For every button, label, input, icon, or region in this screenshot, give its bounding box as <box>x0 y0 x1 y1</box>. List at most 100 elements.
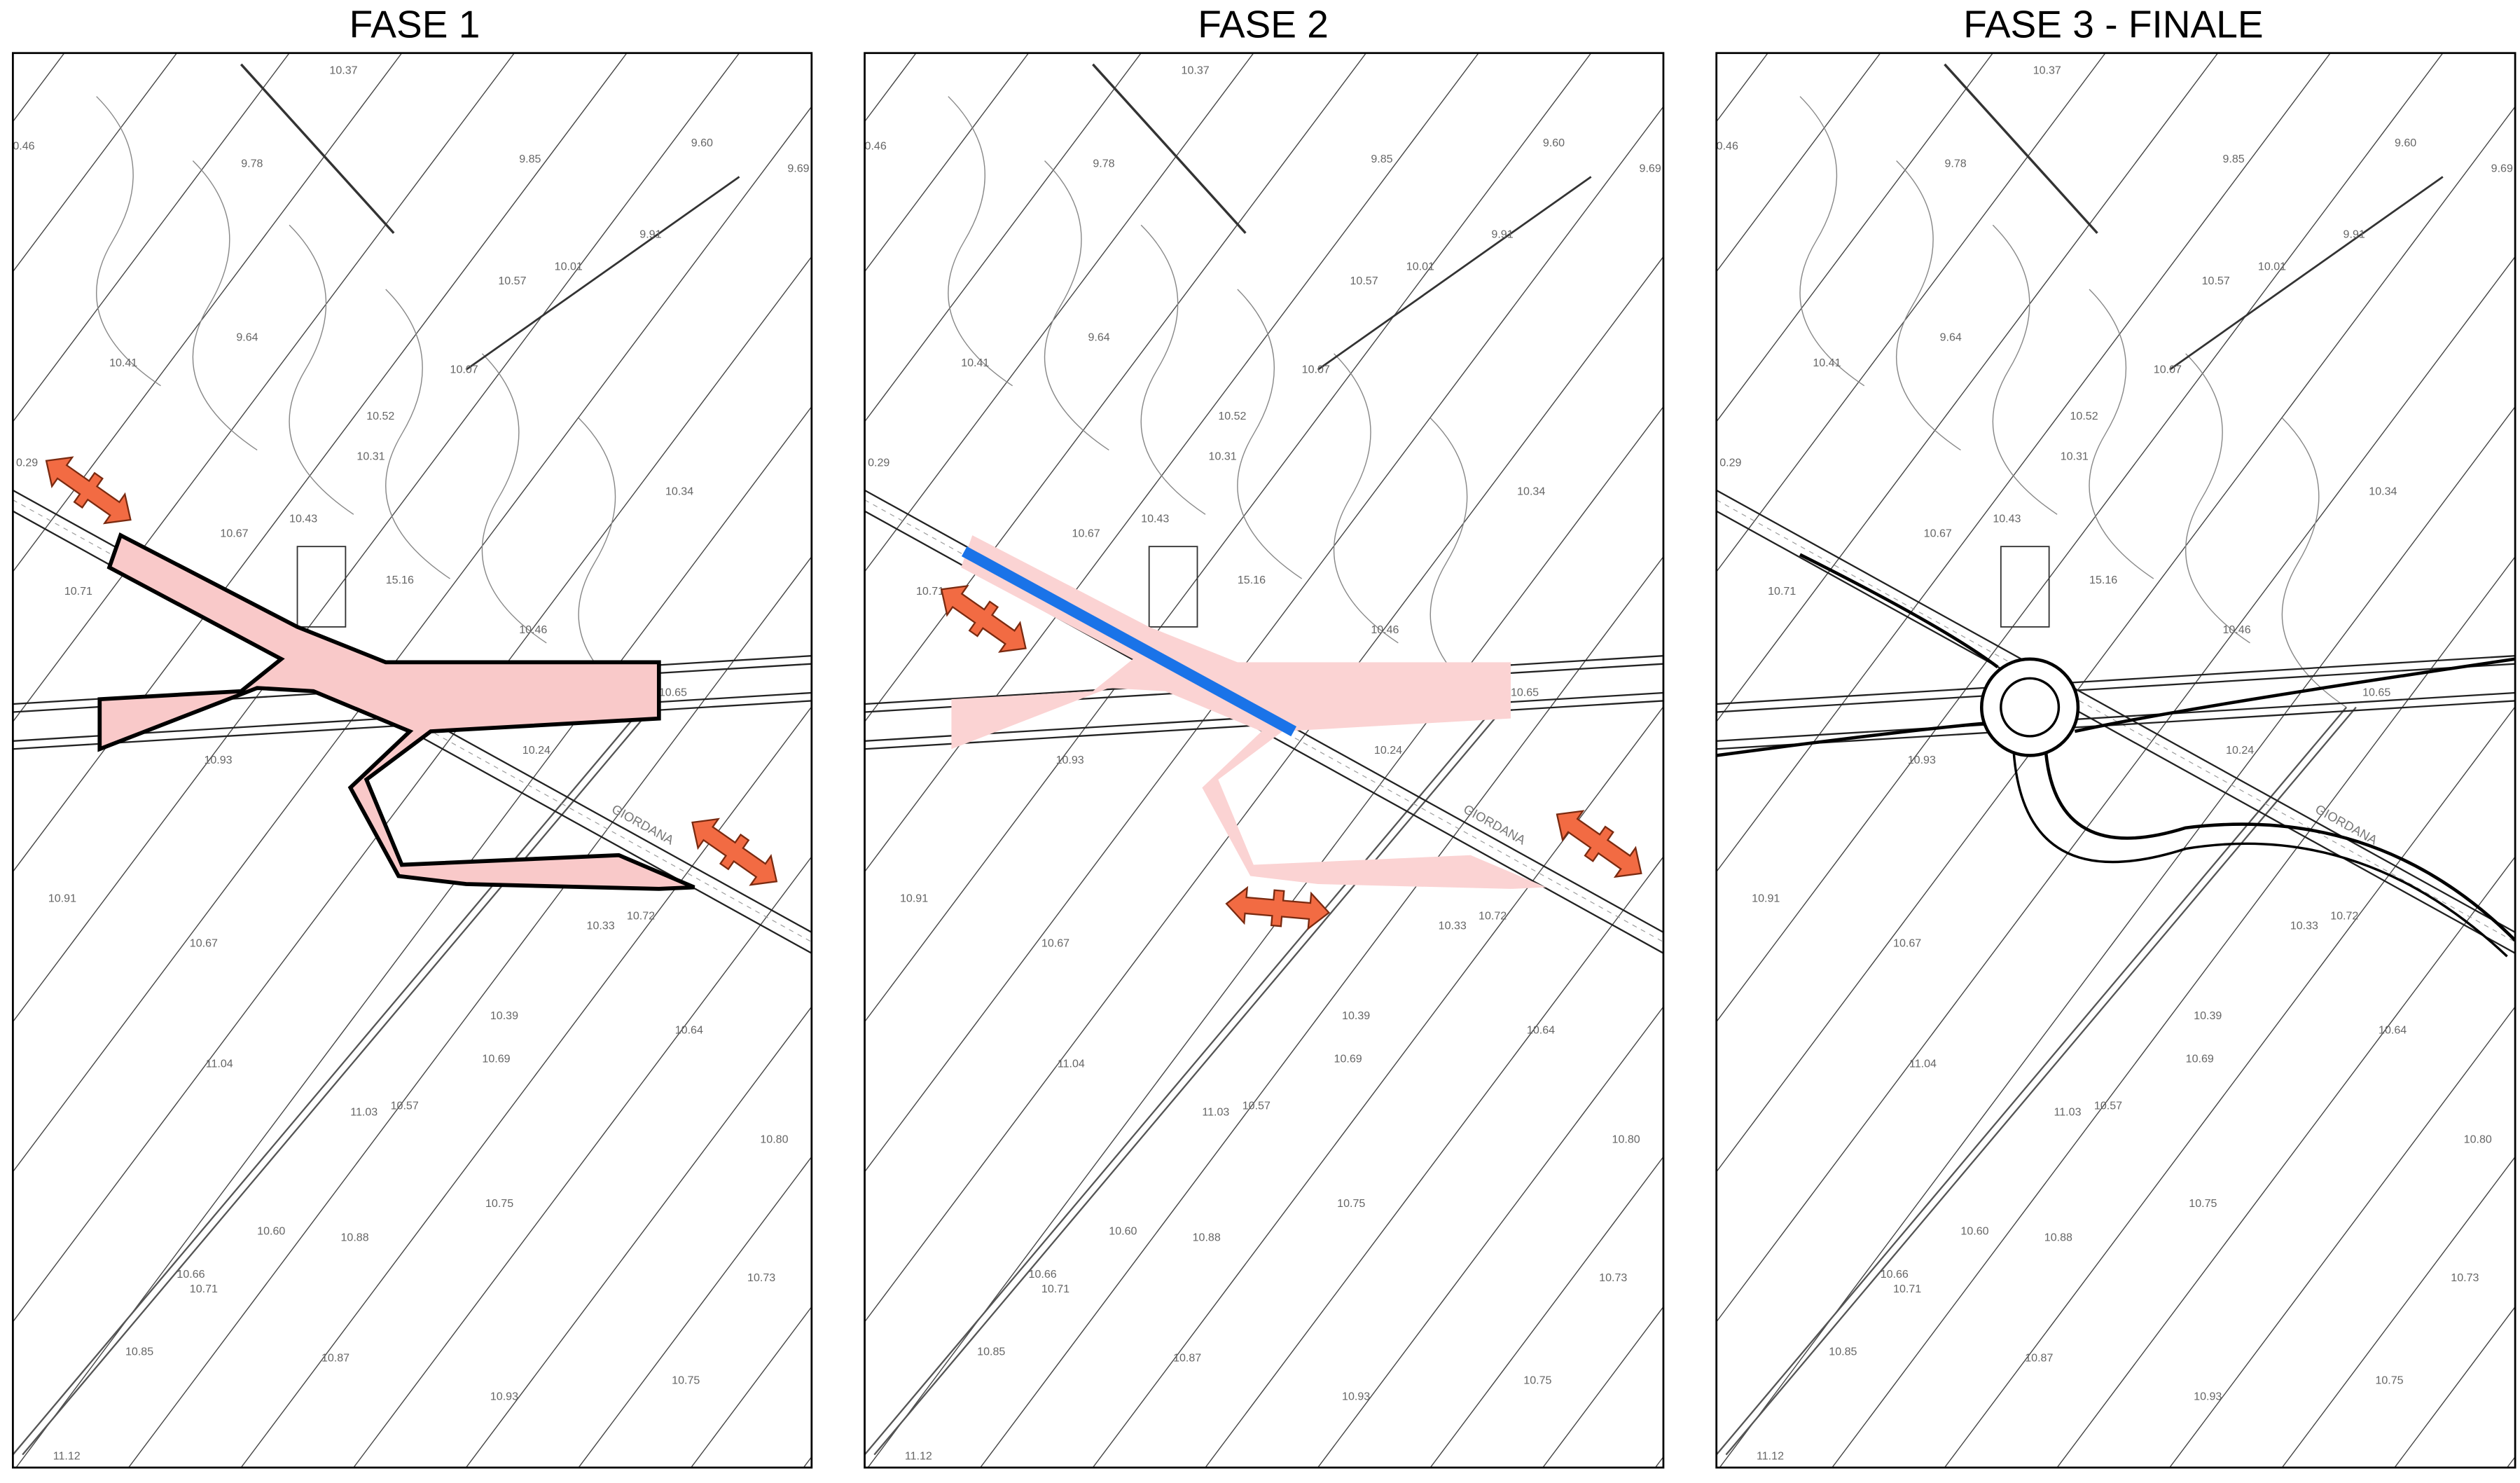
parcel-line <box>2169 1006 2516 1468</box>
parcel-line <box>867 406 1663 1468</box>
spot-height: 10.91 <box>900 892 928 904</box>
spot-height: 10.72 <box>1479 910 1507 923</box>
spot-height: 10.41 <box>1813 357 1841 369</box>
canal-line <box>13 706 644 1456</box>
spot-height: 9.91 <box>1491 228 1513 241</box>
spot-height: 10.71 <box>1041 1283 1069 1295</box>
ramp <box>2044 752 2516 941</box>
spot-height: 9.64 <box>1940 331 1962 343</box>
contour-line <box>2185 353 2250 644</box>
parcel-line <box>1542 1306 1663 1468</box>
spot-height: 9.69 <box>1640 163 1661 175</box>
spot-height: 10.37 <box>1182 64 1210 77</box>
spot-height: 10.24 <box>522 744 551 757</box>
spot-height: 10.34 <box>2369 485 2397 498</box>
spot-height: 9.85 <box>519 153 541 165</box>
spot-height: 11.12 <box>53 1449 81 1462</box>
contour-line <box>96 96 161 387</box>
contour-line <box>2089 289 2154 579</box>
traffic-arrow <box>35 445 142 535</box>
spot-height: 10.07 <box>2154 363 2182 375</box>
parcel-line <box>1768 53 2520 1468</box>
spot-height: 10.73 <box>1599 1271 1627 1284</box>
spot-height: 10.75 <box>485 1197 513 1210</box>
spot-height: 9.78 <box>1093 158 1114 170</box>
parcel-line <box>1716 256 2516 1323</box>
rail-line <box>2168 176 2444 371</box>
spot-height: 10.88 <box>1193 1231 1221 1243</box>
canal-line <box>873 706 1505 1456</box>
building <box>296 546 347 628</box>
parcel-line <box>1429 1156 1663 1468</box>
spot-height: 10.93 <box>1342 1391 1370 1403</box>
spot-height: 10.71 <box>916 585 944 598</box>
spot-height: 10.93 <box>204 754 232 766</box>
panel-title: FASE 3 - FINALE <box>1963 3 2263 46</box>
parcel-line <box>128 556 812 1468</box>
parcel-line <box>13 53 403 573</box>
spot-height: 9.60 <box>2395 137 2416 149</box>
spot-height: 10.93 <box>490 1391 518 1403</box>
road-name: GIORDANA <box>2313 801 2380 848</box>
parcel-line <box>13 53 515 723</box>
spot-height: 0.29 <box>868 456 889 469</box>
parcel-line <box>864 53 1030 273</box>
spot-height: 10.67 <box>1041 937 1069 950</box>
spot-height: 10.57 <box>2094 1099 2122 1112</box>
map-content: GIORDANA 10.37 0.46 9.78 9.85 9.60 9.69 9.91 10.… <box>1716 53 2516 1468</box>
parcel-line <box>1092 705 1663 1468</box>
spot-height: 10.52 <box>2070 410 2098 422</box>
spot-height: 15.16 <box>1238 574 1266 586</box>
spot-height: 10.41 <box>109 357 137 369</box>
spot-height: 9.91 <box>639 228 661 241</box>
spot-height: 10.75 <box>672 1374 700 1387</box>
spot-height: 10.67 <box>1072 527 1100 539</box>
spot-height: 0.29 <box>1719 456 1741 469</box>
spot-height: 10.66 <box>176 1268 205 1281</box>
parcel-line <box>465 1006 812 1468</box>
spot-height: 0.46 <box>865 139 887 152</box>
parcel-line <box>864 53 1592 1023</box>
spot-height: 10.41 <box>961 357 989 369</box>
contour-line <box>1044 160 1109 451</box>
spot-height: 10.75 <box>1523 1374 1551 1387</box>
parcel-line <box>1881 53 2520 1468</box>
panel-frame <box>12 52 813 1469</box>
parcel-line <box>864 53 1479 873</box>
spot-height: 11.04 <box>1909 1058 1937 1070</box>
spot-height: 10.24 <box>2226 744 2254 757</box>
spot-height: 9.91 <box>2344 228 2365 241</box>
parcel-line <box>15 406 812 1468</box>
parcel-line <box>13 53 628 873</box>
panel-title: FASE 1 <box>349 3 480 46</box>
spot-height: 10.93 <box>1056 754 1084 766</box>
spot-height: 10.64 <box>1527 1023 1555 1036</box>
panel-title: FASE 2 <box>1198 3 1329 46</box>
rail-line <box>1092 63 1247 234</box>
parcel-line <box>2281 1156 2516 1468</box>
spot-height: 10.65 <box>2362 687 2390 699</box>
spot-height: 10.66 <box>1029 1268 1057 1281</box>
spot-height: 11.03 <box>1202 1105 1229 1118</box>
parcel-line <box>353 855 812 1468</box>
parcel-line <box>13 106 812 1173</box>
road-edge <box>1716 655 2516 705</box>
parcel-line <box>1716 53 2219 723</box>
parcel-line <box>13 53 65 123</box>
spot-height: 10.60 <box>257 1225 285 1237</box>
spot-height: 10.91 <box>48 892 76 904</box>
spot-height: 10.43 <box>289 513 317 525</box>
spot-height: 10.88 <box>2044 1231 2072 1243</box>
spot-height: 15.16 <box>2089 574 2117 586</box>
parcel-line <box>1317 1006 1663 1468</box>
spot-height: 10.72 <box>2330 910 2358 923</box>
ramp <box>1799 553 1999 669</box>
panel-frame <box>864 52 1665 1469</box>
road-edge <box>1716 700 2516 750</box>
spot-height: 10.57 <box>2202 275 2230 287</box>
ramp <box>2074 657 2516 733</box>
spot-height: 10.87 <box>1173 1352 1201 1365</box>
rail-line <box>465 176 740 371</box>
spot-height: 11.03 <box>2054 1105 2082 1118</box>
